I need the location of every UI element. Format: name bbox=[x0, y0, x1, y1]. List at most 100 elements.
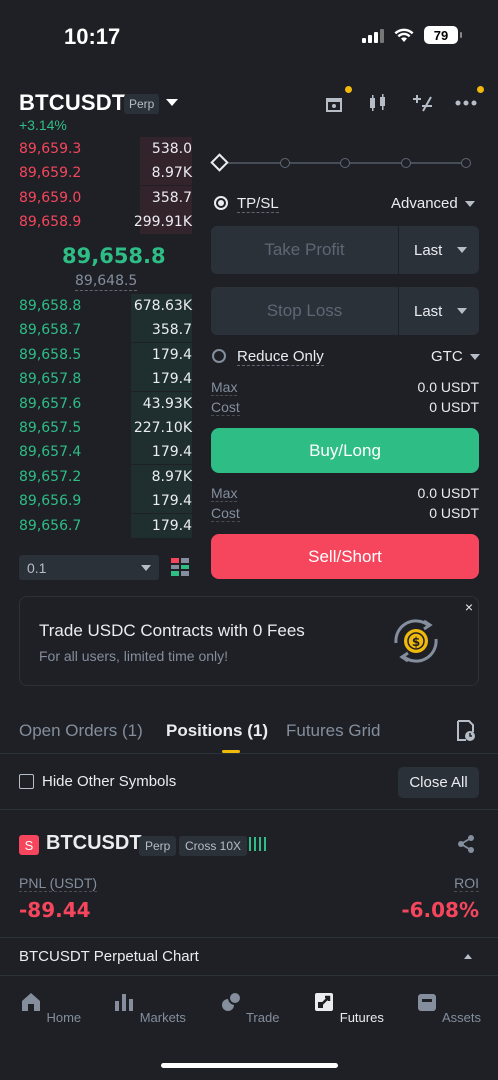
orderbook-row[interactable]: 89,658.9 299.91K bbox=[19, 210, 192, 235]
chevron-down-icon bbox=[457, 308, 467, 314]
orderbook-price: 89,657.5 bbox=[19, 420, 82, 436]
price-change: +3.14% bbox=[19, 117, 67, 133]
leverage-slider[interactable] bbox=[210, 153, 474, 172]
chevron-down-icon bbox=[464, 200, 475, 207]
chevron-down-icon bbox=[141, 564, 151, 571]
depth-bar bbox=[131, 440, 192, 465]
time-in-force-dropdown[interactable]: GTC bbox=[431, 348, 480, 365]
position-symbol[interactable]: BTCUSDT bbox=[46, 832, 142, 854]
bottom-nav: Home Markets Trade Futures Assets bbox=[0, 975, 498, 1080]
orderbook-price: 89,658.5 bbox=[19, 346, 82, 363]
nav-home[interactable]: Home bbox=[10, 990, 90, 1025]
tab-open-orders[interactable]: Open Orders (1) bbox=[19, 721, 143, 740]
tif-label: GTC bbox=[431, 348, 463, 365]
take-profit-input[interactable]: Take Profit bbox=[264, 240, 345, 259]
orderbook-layout-icon[interactable] bbox=[171, 558, 189, 581]
sell-short-button[interactable]: Sell/Short bbox=[211, 534, 479, 579]
nav-markets[interactable]: Markets bbox=[109, 990, 189, 1025]
slider-step[interactable] bbox=[337, 155, 353, 171]
orderbook-row[interactable]: 89,659.2 8.97K bbox=[19, 161, 192, 186]
orderbook-price: 89,658.7 bbox=[19, 322, 82, 339]
promo-banner[interactable]: Trade USDC Contracts with 0 Fees For all… bbox=[19, 596, 479, 686]
symbol-title[interactable]: BTCUSDT bbox=[19, 90, 126, 115]
close-icon[interactable]: × bbox=[464, 599, 473, 615]
share-icon[interactable] bbox=[456, 834, 476, 859]
nav-assets[interactable]: Assets bbox=[408, 990, 488, 1025]
orderbook-row[interactable]: 89,659.3 538.0 bbox=[19, 137, 192, 161]
orderbook-row[interactable]: 89,657.4 179.4 bbox=[19, 440, 192, 465]
depth-bar bbox=[131, 513, 192, 538]
depth-bar bbox=[140, 161, 192, 186]
chevron-up-icon[interactable] bbox=[464, 954, 472, 959]
cellular-signal-icon bbox=[362, 27, 384, 43]
orderbook-qty: 43.93K bbox=[142, 395, 192, 412]
hide-other-symbols-checkbox[interactable] bbox=[19, 774, 34, 789]
nav-futures[interactable]: Futures bbox=[308, 990, 388, 1025]
slider-step[interactable] bbox=[277, 155, 293, 171]
take-profit-trigger-select[interactable]: Last bbox=[399, 242, 479, 259]
stop-loss-trigger-select[interactable]: Last bbox=[399, 303, 479, 320]
cost-value: 0 USDT bbox=[429, 505, 479, 521]
roi-value: -6.08% bbox=[401, 898, 479, 922]
orderbook-row[interactable]: 89,657.5 227.10K bbox=[19, 416, 192, 440]
candlestick-chart-icon[interactable] bbox=[366, 92, 390, 114]
stop-loss-field[interactable]: Stop Loss Last bbox=[211, 287, 479, 335]
orderbook-price: 89,657.8 bbox=[19, 371, 82, 388]
orderbook-row[interactable]: 89,657.6 43.93K bbox=[19, 391, 192, 416]
orderbook-row[interactable]: 89,658.5 179.4 bbox=[19, 342, 192, 367]
orderbook-qty: 8.97K bbox=[151, 165, 192, 182]
orderbook-qty: 358.7 bbox=[151, 189, 192, 206]
orderbook-price: 89,656.9 bbox=[19, 493, 82, 510]
status-time: 10:17 bbox=[64, 24, 121, 49]
slider-step[interactable] bbox=[398, 155, 414, 171]
buy-max-row: Max 0.0 USDT bbox=[211, 379, 479, 396]
slider-step[interactable] bbox=[458, 155, 474, 171]
slider-handle[interactable] bbox=[210, 153, 229, 172]
orderbook-row[interactable]: 89,658.7 358.7 bbox=[19, 318, 192, 343]
orderbook-row[interactable]: 89,657.8 179.4 bbox=[19, 367, 192, 392]
orderbook-price: 89,659.2 bbox=[19, 165, 82, 182]
orderbook-price: 89,659.0 bbox=[19, 189, 82, 206]
more-icon[interactable] bbox=[454, 86, 484, 114]
perpetual-chart-link[interactable]: BTCUSDT Perpetual Chart bbox=[19, 948, 199, 965]
nav-trade[interactable]: Trade bbox=[209, 990, 289, 1025]
depth-bar bbox=[140, 137, 192, 161]
sell-max-row: Max 0.0 USDT bbox=[211, 485, 479, 502]
buy-long-button[interactable]: Buy/Long bbox=[211, 428, 479, 473]
depth-bar bbox=[140, 185, 192, 210]
advanced-dropdown[interactable]: Advanced bbox=[391, 195, 475, 212]
percent-calculator-icon[interactable] bbox=[410, 92, 434, 114]
order-history-icon[interactable] bbox=[456, 720, 476, 747]
tab-futures-grid[interactable]: Futures Grid bbox=[286, 721, 381, 740]
reduce-only-radio[interactable] bbox=[212, 349, 226, 363]
tpsl-radio[interactable] bbox=[214, 196, 228, 210]
orderbook-row[interactable]: 89,659.0 358.7 bbox=[19, 185, 192, 210]
home-icon bbox=[21, 993, 40, 1011]
pnl-value: -89.44 bbox=[19, 898, 91, 922]
stop-loss-input[interactable]: Stop Loss bbox=[266, 301, 343, 320]
orderbook-qty: 299.91K bbox=[133, 214, 192, 231]
cost-label: Cost bbox=[211, 505, 240, 522]
orderbook-row[interactable]: 89,656.9 179.4 bbox=[19, 489, 192, 514]
depth-precision-select[interactable]: 0.1 bbox=[19, 555, 159, 580]
max-label: Max bbox=[211, 485, 238, 502]
last-price[interactable]: 89,658.8 bbox=[62, 244, 166, 268]
orderbook-row[interactable]: 89,658.8 678.63K bbox=[19, 294, 192, 318]
orderbook-row[interactable]: 89,656.7 179.4 bbox=[19, 513, 192, 538]
position-perp-tag: Perp bbox=[139, 836, 177, 856]
mark-price: 89,648.5 bbox=[75, 273, 138, 291]
close-all-button[interactable]: Close All bbox=[398, 767, 479, 798]
roi-label: ROI bbox=[454, 875, 479, 892]
wifi-icon bbox=[394, 28, 414, 42]
buy-cost-row: Cost 0 USDT bbox=[211, 399, 479, 416]
depth-bar bbox=[131, 294, 192, 318]
gift-icon[interactable] bbox=[322, 86, 352, 114]
divider bbox=[0, 809, 498, 810]
symbol-dropdown-icon[interactable] bbox=[166, 99, 178, 106]
orderbook-qty: 358.7 bbox=[151, 322, 192, 339]
take-profit-field[interactable]: Take Profit Last bbox=[211, 226, 479, 274]
advanced-label: Advanced bbox=[391, 195, 458, 212]
orderbook-row[interactable]: 89,657.2 8.97K bbox=[19, 464, 192, 489]
depth-bar bbox=[131, 416, 192, 440]
tab-positions[interactable]: Positions (1) bbox=[166, 721, 269, 740]
